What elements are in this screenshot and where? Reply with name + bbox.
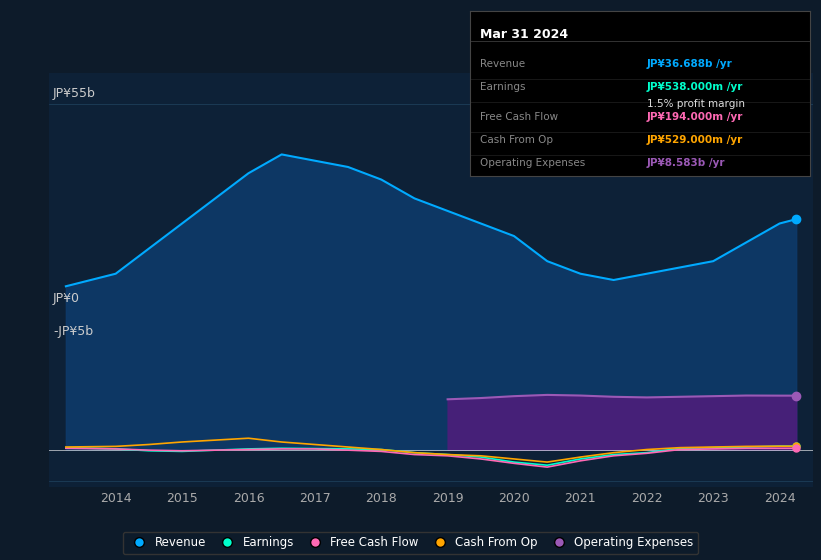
Text: JP¥194.000m /yr: JP¥194.000m /yr	[647, 112, 743, 122]
Text: JP¥529.000m /yr: JP¥529.000m /yr	[647, 135, 743, 145]
Text: Revenue: Revenue	[479, 59, 525, 69]
Text: Operating Expenses: Operating Expenses	[479, 158, 585, 168]
Text: Mar 31 2024: Mar 31 2024	[479, 28, 568, 41]
Text: JP¥538.000m /yr: JP¥538.000m /yr	[647, 82, 743, 92]
Text: Cash From Op: Cash From Op	[479, 135, 553, 145]
Text: -JP¥5b: -JP¥5b	[53, 325, 94, 338]
Text: Earnings: Earnings	[479, 82, 525, 92]
Text: JP¥36.688b /yr: JP¥36.688b /yr	[647, 59, 732, 69]
Legend: Revenue, Earnings, Free Cash Flow, Cash From Op, Operating Expenses: Revenue, Earnings, Free Cash Flow, Cash …	[122, 531, 699, 554]
Text: Free Cash Flow: Free Cash Flow	[479, 112, 558, 122]
Text: JP¥55b: JP¥55b	[53, 87, 96, 100]
Text: 1.5% profit margin: 1.5% profit margin	[647, 99, 745, 109]
Text: JP¥0: JP¥0	[53, 292, 80, 305]
Text: JP¥8.583b /yr: JP¥8.583b /yr	[647, 158, 725, 168]
